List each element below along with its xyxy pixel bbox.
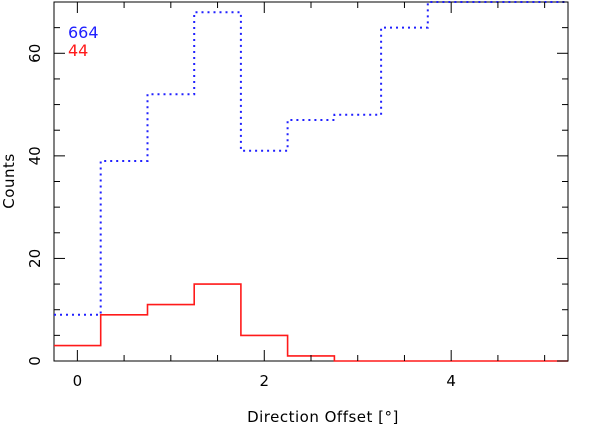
legend-entry-0: 664: [68, 23, 99, 42]
series-1-line: [54, 283, 568, 362]
legend-entry-1: 44: [68, 41, 88, 60]
y-axis-title: Counts: [0, 153, 18, 208]
series-0-line: [54, 1, 568, 316]
plot-frame: [53, 1, 569, 362]
y-tick-label: 20: [26, 249, 44, 268]
x-tick-label: 0: [73, 372, 83, 390]
ticks-layer: [54, 1, 568, 362]
x-tick-label: 2: [259, 372, 269, 390]
plot-border: [53, 1, 569, 362]
x-tick-label: 4: [446, 372, 456, 390]
series-layer: [54, 1, 568, 362]
y-tick-label: 60: [26, 44, 44, 63]
y-tick-label: 0: [26, 356, 44, 366]
x-axis-title: Direction Offset [°]: [247, 408, 399, 426]
y-tick-label: 40: [26, 146, 44, 165]
